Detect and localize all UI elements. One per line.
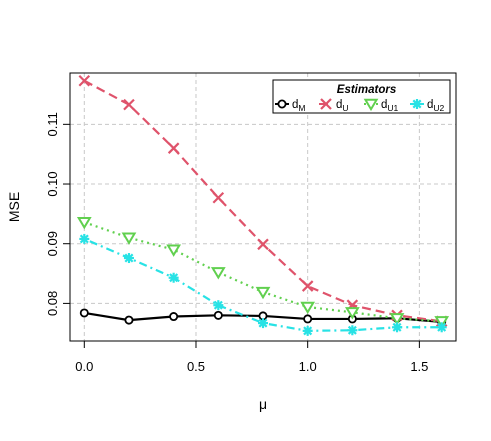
legend-entry-m: dM [275, 99, 306, 113]
legend-label-u1: dU1 [381, 99, 399, 113]
legend-swatch-marker [412, 99, 422, 109]
legend-label-u2: dU2 [427, 99, 445, 113]
data-point-m [169, 312, 179, 322]
data-point-u2 [436, 322, 447, 333]
legend-swatch-marker [320, 98, 332, 110]
legend-entry-u: dU [319, 98, 349, 113]
legend-entry-u1: dU1 [363, 98, 399, 113]
data-point-u1 [300, 301, 316, 315]
y-axis-title: MSE [6, 192, 22, 222]
x-tick-label: 0.5 [187, 359, 205, 374]
data-point-u1 [166, 244, 182, 257]
data-point-u2 [79, 233, 90, 244]
legend-entry-u2: dU2 [410, 99, 445, 113]
legend: Estimators dM dU dU1 dU2 [272, 79, 451, 114]
y-tick-label: 0.09 [45, 231, 60, 256]
data-point-u [301, 280, 314, 292]
legend-swatch-marker [277, 99, 287, 109]
data-point-u1 [344, 307, 360, 320]
legend-label-m: dM [292, 99, 306, 113]
y-tick-label: 0.08 [45, 291, 60, 316]
data-point-u1 [434, 316, 450, 329]
grid [70, 73, 456, 341]
data-point-u2 [392, 322, 403, 333]
axes: 0.0 0.5 1.0 1.5 0.08 0.09 0.10 0.11 [45, 112, 428, 374]
data-point-u [123, 98, 135, 111]
y-tick-label: 0.11 [45, 112, 60, 136]
x-tick-label: 0.0 [75, 359, 93, 374]
legend-label-u: dU [336, 99, 349, 113]
data-point-u2 [258, 318, 268, 329]
y-tick-label: 0.10 [45, 171, 60, 196]
legend-title: Estimators [337, 84, 396, 96]
data-point-m [79, 308, 89, 318]
data-point-u2 [213, 300, 224, 311]
data-point-u [257, 238, 269, 251]
data-point-u1 [389, 313, 405, 326]
series-layer [76, 74, 450, 336]
plot-frame [69, 72, 457, 342]
data-point-u [167, 142, 180, 154]
data-point-u [212, 191, 225, 204]
data-point-u1 [121, 232, 137, 245]
legend-swatch-marker [363, 98, 379, 112]
data-point-u [78, 74, 91, 87]
data-point-u2 [123, 253, 134, 264]
data-point-u2 [302, 325, 313, 336]
data-point-u2 [347, 325, 358, 336]
x-tick-label: 1.5 [410, 359, 428, 374]
data-point-u1 [210, 267, 226, 280]
x-tick-label: 1.0 [299, 359, 317, 374]
series-line-u2 [83, 237, 442, 332]
data-point-u1 [76, 217, 92, 230]
data-point-m [303, 314, 313, 324]
series-m [79, 308, 447, 327]
series-u1 [76, 217, 450, 329]
data-point-u2 [168, 272, 179, 283]
x-axis-title: μ [259, 396, 267, 412]
data-point-u1 [255, 286, 271, 300]
data-point-m [124, 315, 134, 325]
series-u2 [79, 233, 447, 336]
data-point-m [213, 310, 223, 320]
